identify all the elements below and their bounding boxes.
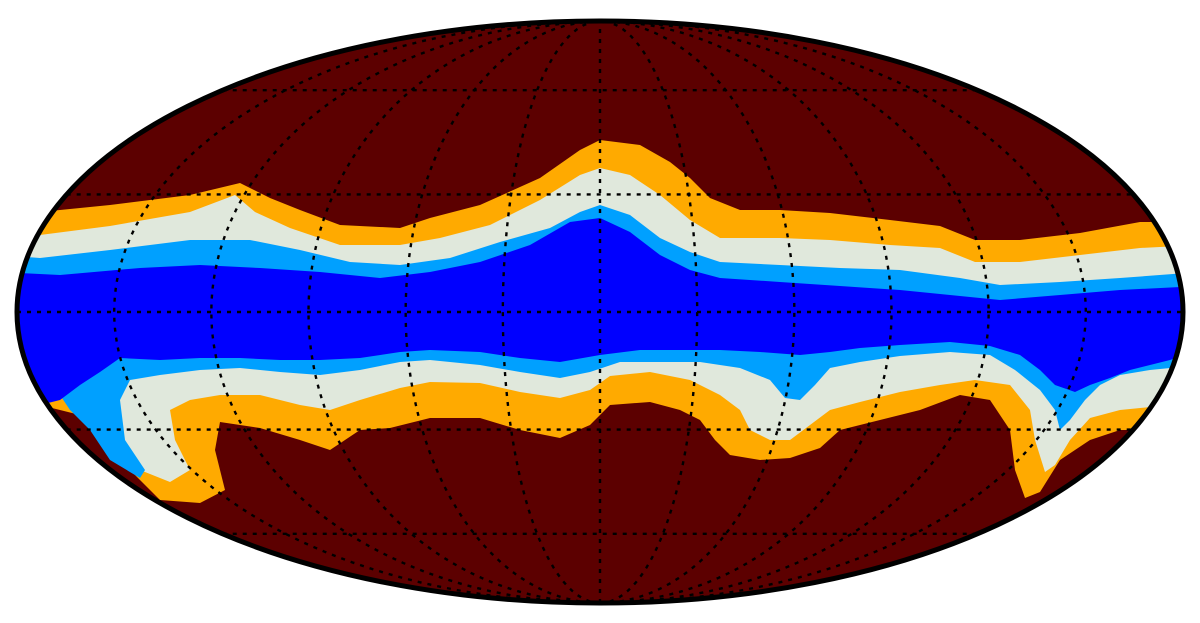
- graticule-meridian: [599, 19, 796, 605]
- graticule-meridian: [404, 19, 601, 605]
- map-outline: [14, 18, 1186, 606]
- graticule-lines: [17, 19, 1183, 605]
